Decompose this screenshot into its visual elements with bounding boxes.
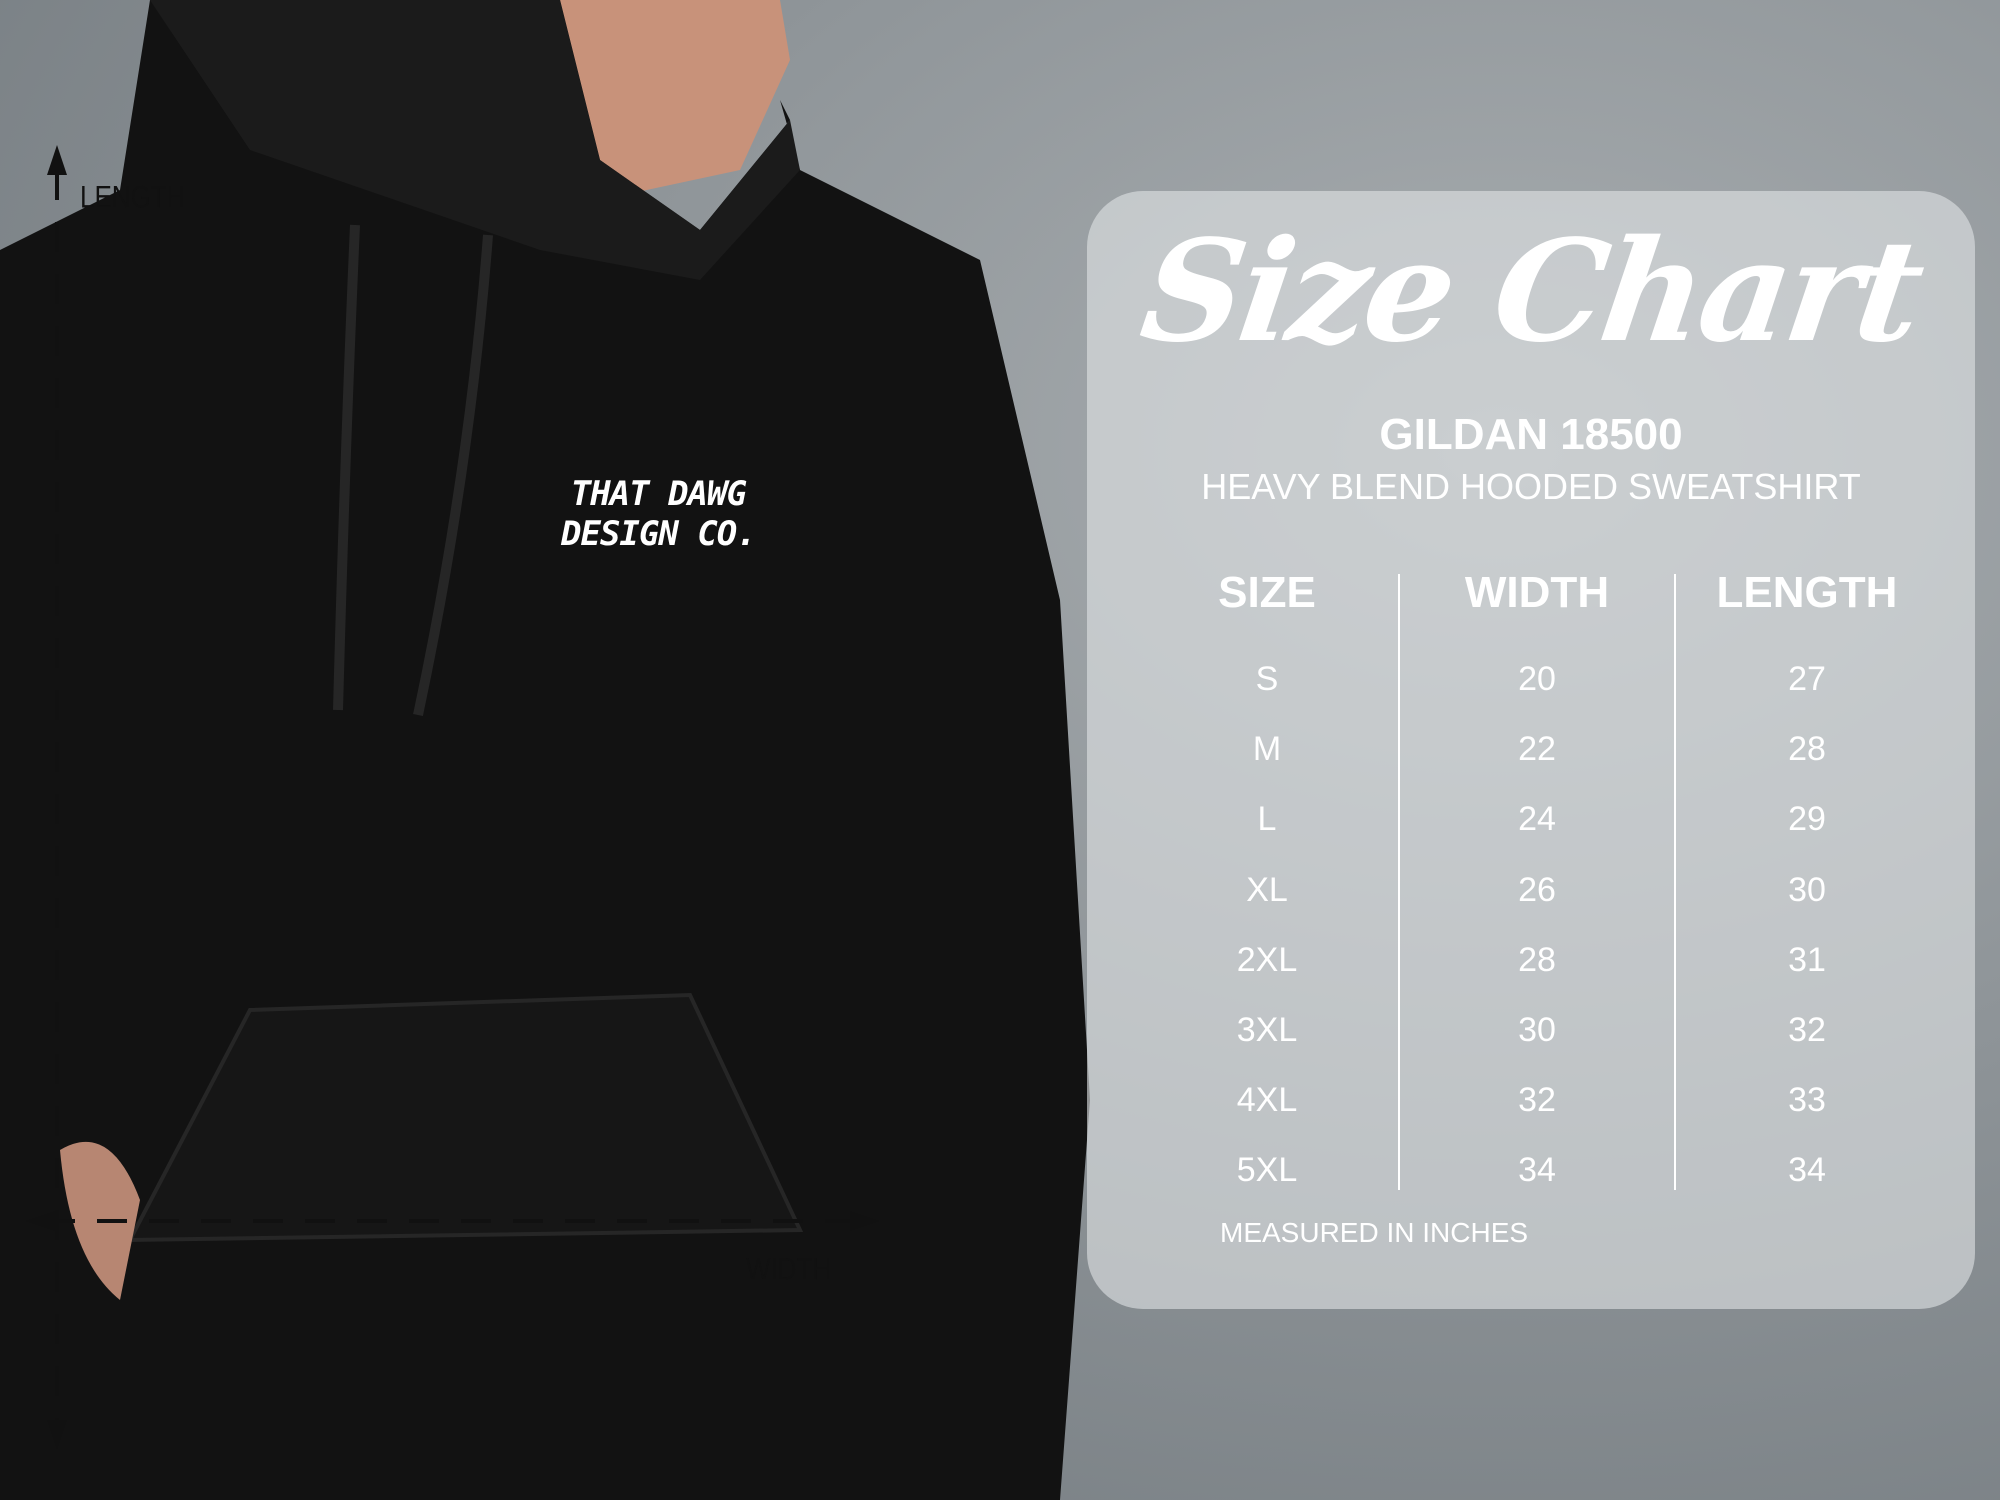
hoodie-hood [150, 0, 800, 280]
drawstring-left [333, 224, 360, 711]
length-arrow-down-icon [47, 1420, 67, 1450]
length-cell: 28 [1788, 730, 1826, 769]
size-cell: 4XL [1236, 1081, 1298, 1120]
size-cell: 5XL [1236, 1151, 1298, 1190]
product-description: HEAVY BLEND HOODED SWEATSHIRT [1201, 466, 1861, 507]
width-cell: 28 [1518, 940, 1556, 979]
length-cell: 34 [1788, 1151, 1826, 1190]
width-arrow-left-icon [25, 1211, 55, 1231]
length-cell: 29 [1788, 800, 1826, 839]
size-cell: S [1255, 660, 1279, 698]
width-cell: 34 [1518, 1151, 1556, 1190]
logo-line-1: THAT DAWG [570, 474, 747, 514]
length-cell: 31 [1788, 940, 1826, 979]
width-cell: 32 [1518, 1081, 1556, 1120]
length-arrow-up-icon [47, 145, 67, 175]
header-size: SIZE [1218, 568, 1316, 617]
header-width: WIDTH [1464, 568, 1610, 617]
length-cell: 30 [1788, 870, 1826, 909]
product-model: GILDAN 18500 [1379, 410, 1683, 459]
size-chart-panel [1087, 191, 1975, 1309]
header-length: LENGTH [1716, 568, 1898, 617]
column-divider [1674, 574, 1676, 1190]
measurement-note: MEASURED IN INCHES [1220, 1217, 1529, 1248]
column-divider [1398, 574, 1400, 1190]
model-neck [560, 0, 790, 200]
width-cell: 24 [1518, 800, 1556, 839]
width-cell: 26 [1518, 870, 1556, 909]
length-cell: 27 [1788, 660, 1826, 698]
size-cell: 3XL [1236, 1011, 1298, 1049]
width-cell: 20 [1518, 660, 1556, 698]
length-cell: 33 [1788, 1081, 1826, 1120]
length-label: LENGTH [80, 178, 186, 215]
brand-logo: THAT DAWG DESIGN CO. [561, 474, 757, 554]
size-cell: XL [1246, 870, 1288, 909]
width-cell: 30 [1518, 1011, 1556, 1049]
size-chart-title: Size Chart [1132, 210, 1930, 374]
size-cell: M [1252, 730, 1282, 769]
drawstring-right [413, 234, 493, 717]
length-cell: 32 [1788, 1011, 1826, 1049]
width-arrow-right-icon [850, 1211, 880, 1231]
size-cell: 2XL [1236, 940, 1298, 979]
width-cell: 22 [1518, 730, 1556, 769]
logo-line-2: DESIGN CO. [561, 514, 757, 554]
kangaroo-pocket [126, 992, 804, 1243]
width-label: WIDTH [746, 1250, 832, 1287]
size-cell: L [1257, 800, 1277, 839]
